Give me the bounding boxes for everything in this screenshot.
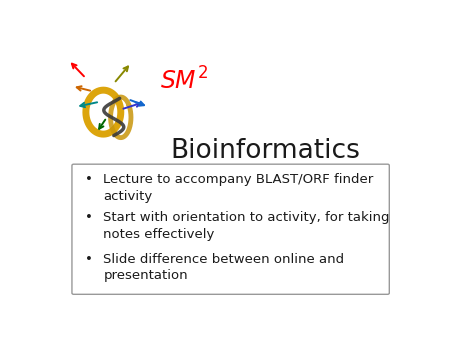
Text: Lecture to accompany BLAST/ORF finder
activity: Lecture to accompany BLAST/ORF finder ac…	[104, 173, 374, 203]
Text: Bioinformatics: Bioinformatics	[171, 138, 360, 164]
Text: $\mathit{SM}^2$: $\mathit{SM}^2$	[160, 68, 207, 95]
Text: •: •	[86, 253, 93, 266]
Text: •: •	[86, 173, 93, 186]
Text: Start with orientation to activity, for taking
notes effectively: Start with orientation to activity, for …	[104, 211, 390, 241]
Text: •: •	[86, 211, 93, 224]
FancyBboxPatch shape	[72, 164, 389, 294]
Text: Slide difference between online and
presentation: Slide difference between online and pres…	[104, 253, 344, 282]
